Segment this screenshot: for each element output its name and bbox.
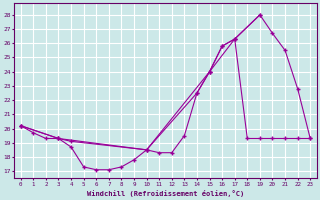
X-axis label: Windchill (Refroidissement éolien,°C): Windchill (Refroidissement éolien,°C)	[87, 190, 244, 197]
